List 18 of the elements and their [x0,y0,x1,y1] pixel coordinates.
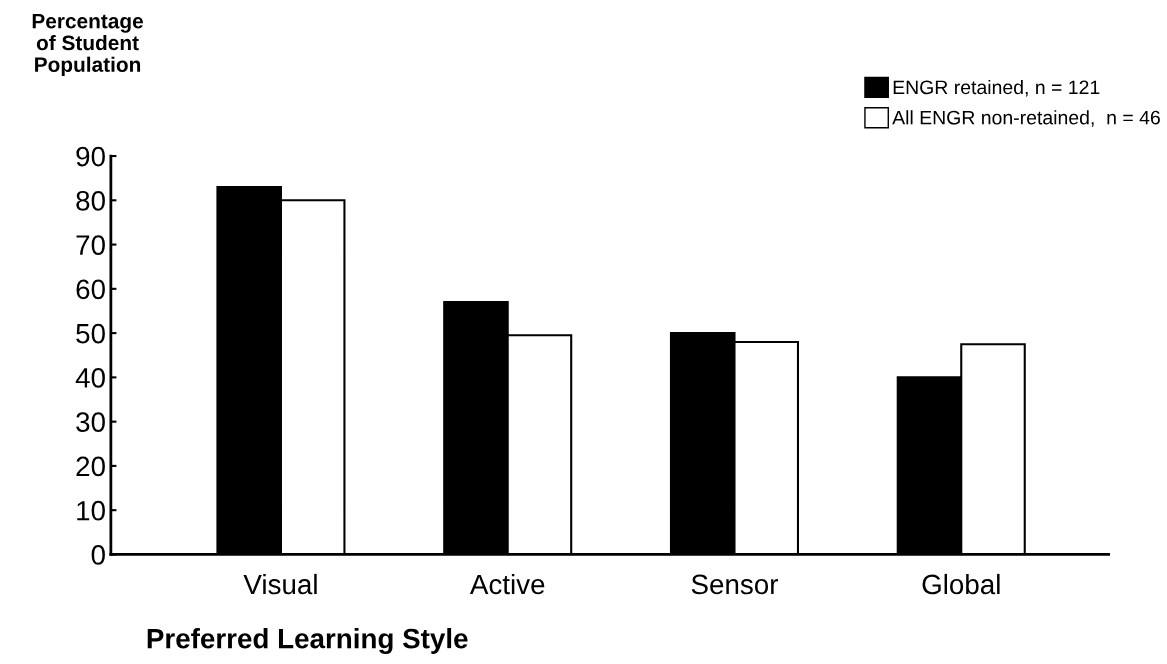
y-tick-label: 40 [75,368,105,388]
legend-label: ENGR retained, n = 121 [893,79,1100,97]
x-tick-label: Visual [243,573,317,595]
y-axis-title: Percentage of Student Population [32,13,143,77]
x-tick-label: Sensor [691,574,779,595]
x-tick-label: Global [922,573,1000,595]
y-tick-label: 60 [76,279,105,300]
legend-label: All ENGR non-retained, n = 46 [892,110,1160,127]
y-tick-label: 80 [76,190,105,211]
y-tick-label: 20 [76,456,105,477]
x-axis-title: Preferred Learning Style [147,628,468,655]
y-tick-label: 30 [76,412,105,432]
y-tick-label: 50 [76,323,105,344]
y-tick-label: 90 [76,146,105,167]
y-tick-label: 10 [77,500,105,521]
x-tick-label: Active [469,573,545,595]
y-tick-label: 70 [76,235,105,255]
y-tick-label: 0 [91,545,105,565]
